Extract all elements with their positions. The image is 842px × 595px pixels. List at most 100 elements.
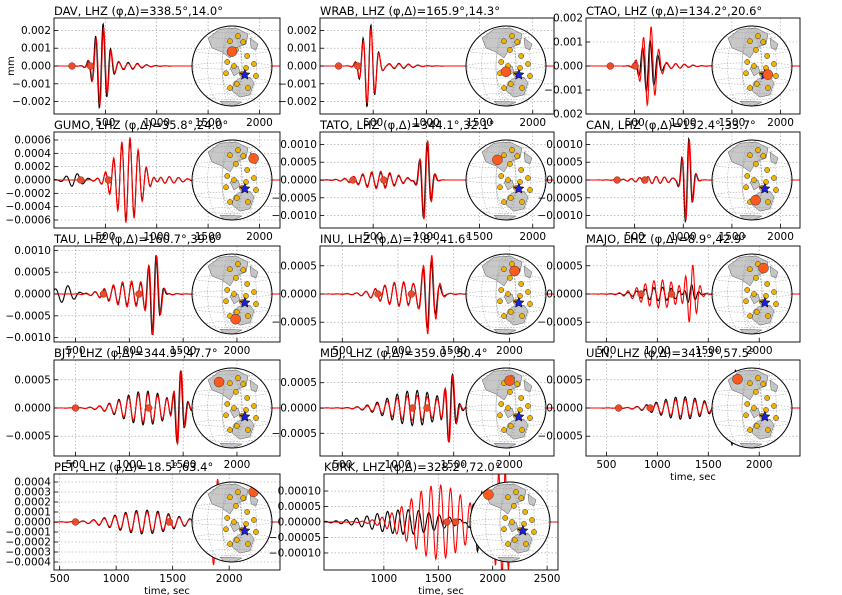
- y-tick-label: −0.0005: [271, 192, 317, 204]
- station-marker: [743, 70, 749, 77]
- y-tick-label: 0.0010: [280, 139, 317, 151]
- station-marker: [245, 427, 251, 433]
- globe-graticule: [499, 482, 521, 562]
- station-map-globe: [711, 25, 793, 107]
- station-marker: [744, 59, 751, 65]
- x-tick-label: 1000: [644, 459, 671, 471]
- y-tick-label: 0.002: [287, 25, 317, 37]
- y-tick-label: 0.0002: [14, 497, 51, 509]
- globe-landmass: [527, 493, 537, 507]
- globe-landmass: [769, 151, 779, 165]
- y-tick-label: −0.0010: [537, 210, 583, 222]
- seismogram-panel: 500 1000 1500 2000 −0.0010 −0.0005 0.0000 0.000…: [271, 118, 555, 243]
- current-station-marker: [732, 373, 743, 385]
- station-marker: [751, 177, 757, 183]
- x-axis-label: time, sec: [144, 586, 190, 595]
- y-tick-label: 0.0000: [280, 289, 317, 301]
- station-marker: [243, 293, 249, 299]
- phase-pick-marker: [165, 518, 173, 526]
- station-marker: [764, 395, 771, 401]
- globe-landmass: [523, 379, 533, 393]
- y-tick-label: −0.0005: [5, 431, 51, 443]
- station-marker: [765, 313, 771, 319]
- station-marker: [497, 412, 503, 419]
- x-tick-label: 2000: [519, 117, 546, 129]
- station-marker: [747, 427, 753, 433]
- globe-outline: [711, 253, 793, 335]
- panel-title: PET, LHZ (φ,Δ)=18.5°,63.4°: [54, 460, 213, 474]
- station-marker: [529, 517, 535, 523]
- epicenter-star: [238, 410, 251, 422]
- phase-pick-marker: [380, 176, 388, 184]
- station-marker: [514, 153, 521, 159]
- epicenter-star: [238, 182, 251, 194]
- y-tick-label: −0.0010: [271, 210, 317, 222]
- panel-title: ULN, LHZ (φ,Δ)=341.3°,57.5°: [586, 346, 755, 360]
- current-station-marker: [509, 265, 520, 277]
- globe-graticule: [495, 26, 517, 106]
- station-marker: [498, 401, 505, 407]
- y-tick-label: 0.00010: [278, 486, 321, 498]
- station-marker: [244, 281, 251, 287]
- x-tick-label: 1500: [440, 345, 467, 357]
- station-marker: [507, 309, 514, 315]
- globe-graticule: [221, 482, 243, 562]
- y-tick-label: 0.0005: [280, 157, 317, 169]
- station-marker: [751, 405, 757, 411]
- x-tick-label: 500: [625, 231, 645, 243]
- x-tick-label: 500: [363, 117, 383, 129]
- panel-title: TAU, LHZ (φ,Δ)=160.7°,39.6°: [53, 232, 222, 246]
- station-marker: [514, 381, 521, 387]
- station-marker: [240, 381, 247, 387]
- station-marker: [251, 175, 257, 181]
- station-marker: [753, 389, 759, 395]
- station-marker: [502, 515, 509, 521]
- y-tick-label: 0.0005: [280, 260, 317, 272]
- station-map-globe: [465, 253, 547, 335]
- station-marker: [753, 47, 759, 53]
- station-marker: [527, 301, 533, 307]
- current-station-marker: [230, 313, 241, 325]
- phase-pick-marker: [374, 290, 382, 298]
- globe-graticule: [470, 518, 550, 526]
- station-marker: [501, 38, 507, 45]
- station-marker: [513, 489, 519, 495]
- globe-graticule: [712, 404, 792, 412]
- phase-pick-marker: [423, 404, 431, 412]
- phase-pick-marker: [637, 290, 645, 298]
- station-marker: [755, 147, 761, 153]
- phase-pick-marker: [349, 176, 357, 184]
- station-marker: [751, 63, 757, 69]
- y-tick-label: 0.00005: [278, 501, 321, 513]
- station-map-globe: [469, 481, 551, 563]
- current-station-marker: [483, 489, 494, 500]
- station-marker: [253, 73, 259, 79]
- x-tick-label: 1500: [159, 573, 186, 585]
- phase-pick-marker: [614, 404, 623, 412]
- station-marker: [233, 389, 239, 395]
- globe-graticule: [741, 26, 763, 106]
- y-tick-label: −0.0001: [5, 527, 51, 539]
- y-tick-label: 0.001: [287, 43, 317, 55]
- station-marker: [233, 275, 239, 281]
- globe-graticule: [495, 140, 546, 220]
- x-tick-label: 2000: [246, 117, 273, 129]
- y-tick-label: −0.0003: [5, 547, 51, 559]
- x-tick-label: 1000: [413, 231, 440, 243]
- x-tick-label: 1500: [466, 117, 493, 129]
- globe-outline: [191, 139, 273, 221]
- globe-graticule: [495, 254, 517, 334]
- globe-graticule: [741, 368, 763, 448]
- y-tick-label: 0.002: [553, 13, 583, 25]
- x-tick-label: 500: [596, 345, 616, 357]
- station-marker: [523, 541, 529, 547]
- epicenter-star: [758, 410, 771, 422]
- current-station-marker: [758, 262, 769, 274]
- station-marker: [751, 291, 757, 297]
- station-marker: [223, 70, 229, 77]
- seismogram-panel: 500 1000 1500 2000 −0.002 −0.001 0.000 0.001 0.0…: [544, 4, 801, 129]
- station-marker: [505, 177, 511, 183]
- station-marker: [227, 266, 233, 273]
- station-marker: [525, 175, 531, 181]
- y-tick-label: 0.0000: [546, 403, 583, 415]
